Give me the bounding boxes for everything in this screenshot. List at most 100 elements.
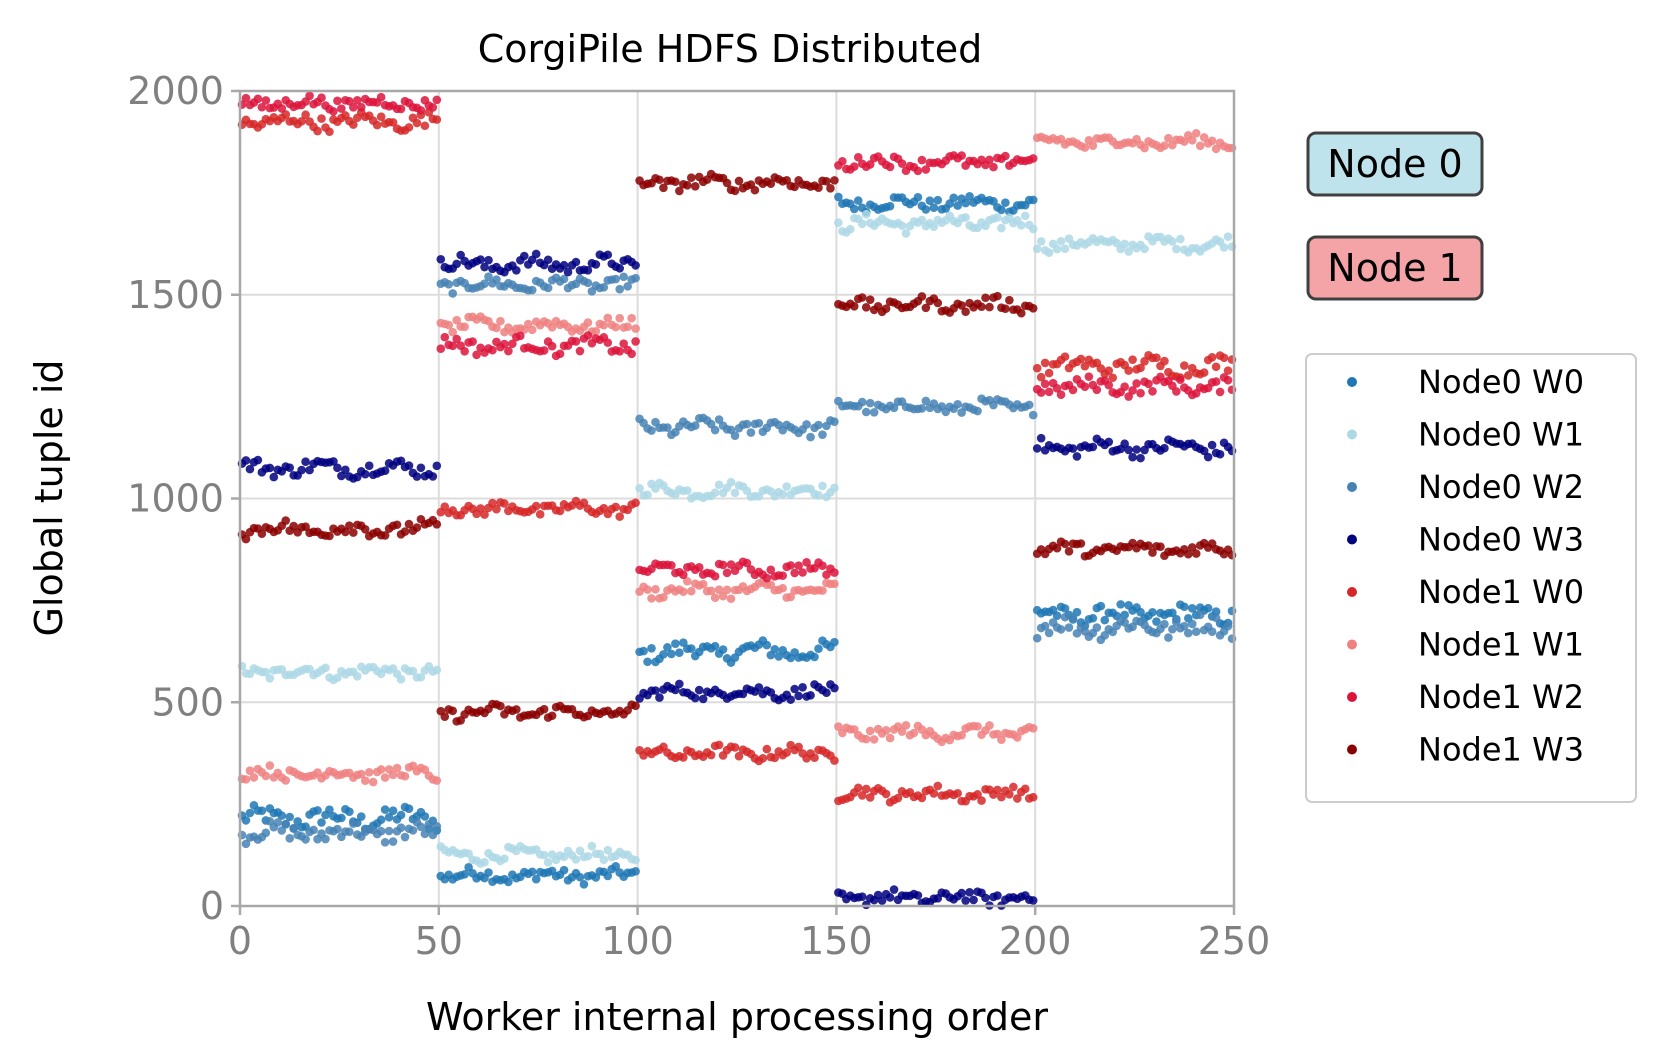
- data-point: [591, 260, 601, 269]
- data-point: [1044, 387, 1054, 397]
- data-point: [1120, 239, 1129, 249]
- data-point: [849, 302, 859, 311]
- data-point: [432, 822, 442, 831]
- data-point: [615, 284, 625, 294]
- data-point: [432, 776, 442, 785]
- data-point: [360, 524, 370, 534]
- data-point: [1144, 541, 1153, 550]
- data-point: [539, 704, 549, 714]
- data-point: [849, 162, 859, 171]
- x-tick-label: 200: [999, 919, 1072, 963]
- data-point: [420, 812, 430, 821]
- data-point: [826, 184, 835, 193]
- data-point: [714, 415, 724, 424]
- data-point: [277, 811, 287, 820]
- data-point: [798, 683, 807, 692]
- data-point: [488, 498, 497, 508]
- data-point: [675, 679, 684, 689]
- data-point: [965, 888, 974, 897]
- data-point: [372, 120, 382, 130]
- data-point: [1136, 453, 1145, 463]
- data-point: [376, 826, 386, 836]
- data-point: [516, 331, 525, 341]
- legend-marker: [1347, 377, 1357, 387]
- data-point: [758, 754, 768, 763]
- y-tick-label: 0: [200, 884, 224, 928]
- data-point: [706, 586, 716, 596]
- data-point: [349, 120, 358, 129]
- data-point: [1203, 452, 1213, 462]
- data-point: [1168, 237, 1177, 246]
- data-point: [631, 855, 640, 865]
- data-point: [492, 323, 501, 333]
- data-point: [480, 857, 489, 867]
- data-point: [555, 506, 565, 516]
- data-point: [746, 428, 756, 437]
- data-point: [993, 785, 1002, 795]
- data-point: [531, 249, 541, 259]
- data-point: [579, 880, 589, 889]
- data-point: [599, 320, 609, 330]
- data-point: [734, 751, 744, 761]
- data-point: [1032, 244, 1042, 254]
- data-point: [1172, 387, 1181, 396]
- data-point: [690, 421, 700, 430]
- data-point: [1187, 604, 1197, 613]
- data-point: [245, 808, 255, 818]
- data-point: [1183, 371, 1193, 380]
- data-point: [901, 229, 911, 238]
- data-point: [997, 735, 1006, 744]
- data-point: [1136, 388, 1145, 398]
- data-point: [889, 403, 899, 413]
- x-tick-label: 50: [415, 919, 463, 963]
- data-point: [376, 92, 386, 102]
- data-point: [460, 346, 469, 356]
- data-point: [933, 298, 943, 308]
- data-point: [504, 346, 513, 356]
- data-point: [885, 162, 895, 172]
- data-point: [1064, 546, 1074, 556]
- x-axis-title: Worker internal processing order: [426, 995, 1048, 1039]
- data-point: [818, 586, 827, 595]
- data-point: [257, 529, 267, 538]
- data-point: [1076, 354, 1086, 364]
- data-point: [686, 644, 696, 653]
- data-point: [663, 423, 672, 432]
- data-point: [1160, 141, 1169, 150]
- y-tick-label: 1000: [127, 477, 224, 521]
- data-point: [861, 784, 871, 794]
- data-point: [794, 691, 803, 701]
- data-point: [1016, 221, 1026, 230]
- data-point: [396, 456, 406, 466]
- data-point: [722, 585, 732, 595]
- data-point: [345, 807, 354, 817]
- data-point: [865, 726, 875, 736]
- data-point: [1223, 621, 1233, 631]
- data-point: [957, 730, 966, 740]
- data-point: [683, 181, 692, 190]
- data-point: [766, 565, 776, 575]
- data-point: [555, 349, 565, 359]
- data-point: [241, 816, 251, 825]
- data-point: [1092, 623, 1102, 632]
- data-point: [794, 561, 803, 570]
- data-point: [734, 176, 744, 186]
- data-point: [1108, 627, 1118, 637]
- data-point: [1088, 141, 1098, 150]
- data-point: [1028, 224, 1038, 234]
- data-point: [814, 183, 823, 192]
- data-point: [416, 463, 426, 473]
- data-point: [500, 854, 509, 863]
- data-point: [1183, 628, 1193, 638]
- data-point: [814, 420, 823, 430]
- data-point: [575, 346, 585, 356]
- data-point: [710, 425, 720, 435]
- data-point: [1148, 548, 1157, 557]
- data-point: [1060, 244, 1070, 254]
- data-point: [790, 568, 799, 578]
- data-point: [742, 558, 752, 568]
- data-point: [1148, 387, 1157, 396]
- data-point: [241, 534, 251, 544]
- data-point: [1164, 633, 1173, 642]
- data-point: [830, 417, 839, 426]
